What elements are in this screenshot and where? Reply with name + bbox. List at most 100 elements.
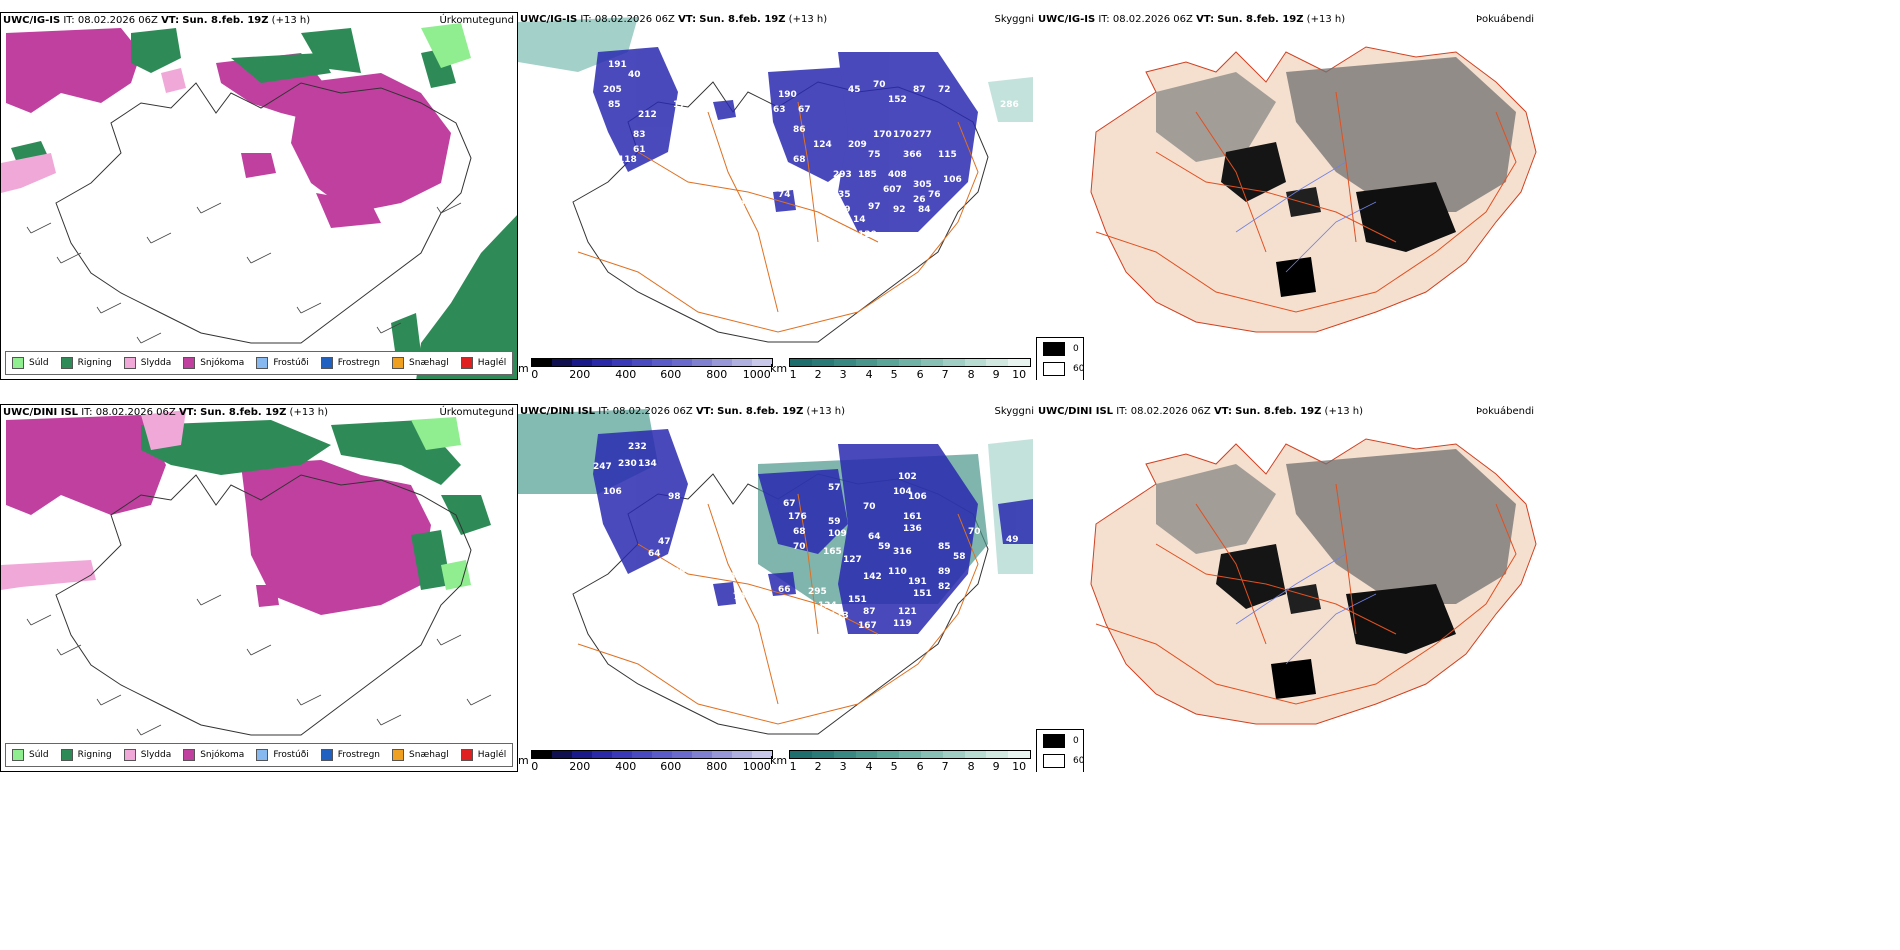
tick-label: 10 (1012, 760, 1027, 772)
road-network (1095, 91, 1517, 313)
legend-item: Snæhagl (392, 749, 449, 761)
legend-item: Frostregn (320, 357, 380, 369)
tick-label: 7 (941, 368, 949, 380)
panel-kind-title: Þokuábendi (1476, 14, 1535, 25)
cloudbase-label: 115 (938, 150, 957, 160)
color-cell (651, 751, 672, 758)
cloudbase-label: 106 (943, 175, 962, 185)
cloudbase-label: 89 (938, 567, 951, 577)
cloudbase-label: 64 (868, 532, 881, 542)
tick-label: 200 (569, 760, 591, 772)
tick-label: 0 (531, 368, 539, 380)
tick-label: 10 (1012, 368, 1027, 380)
color-cell (551, 359, 572, 366)
tick-label: 5 (890, 760, 898, 772)
cloudbase-label: 151 (913, 589, 932, 599)
color-cell (691, 751, 712, 758)
rivers (1235, 553, 1377, 665)
legend-swatch (183, 749, 196, 761)
cloudbase-label: 64 (648, 549, 661, 559)
cloudbase-label: 408 (888, 170, 907, 180)
cloudbase-panel-top: 191 205 85 212 83 61 118 17 190 67 86 68… (518, 12, 1036, 380)
cloudbase-label: 70 (968, 527, 981, 537)
cloudbase-label: 26 (913, 195, 926, 205)
visibility-colorbar: km 1 2 3 4 5 6 7 8 9 10 (770, 750, 1032, 772)
road-network (577, 101, 979, 333)
color-cell (920, 359, 943, 366)
legend-item: Súld (12, 357, 49, 369)
cloudbase-label: 230 (618, 459, 637, 469)
cloudbase-label: 106 (603, 487, 622, 497)
fog-legend-high-label: 0 (1073, 344, 1079, 354)
cloudbase-label: 70 (873, 80, 886, 90)
legend-swatch (12, 357, 24, 369)
color-cell (711, 751, 732, 758)
visibility-unit: km (770, 754, 788, 767)
fog-swatch-white (1043, 362, 1065, 376)
tick-label: 7 (941, 760, 949, 772)
cloudbase-label: 120 (858, 230, 877, 240)
color-cell (611, 359, 632, 366)
cloudbase-label: 82 (938, 582, 951, 592)
legend-swatch (392, 749, 405, 761)
model-name: UWC/DINI ISL (1038, 406, 1114, 417)
color-cell (571, 751, 592, 758)
precip-map-bottom (1, 410, 492, 736)
legend-swatch (256, 357, 269, 369)
panel-header: UWC/IG-IS IT: 08.02.2026 06Z VT: Sun. 8.… (1038, 14, 1345, 25)
tick-label: 1000 (742, 368, 771, 380)
legend-swatch (183, 357, 196, 369)
color-cell (631, 751, 652, 758)
lead-time: (+13 h) (289, 407, 328, 418)
legend-swatch (392, 357, 405, 369)
cloudbase-cells (530, 358, 773, 367)
cloudbase-label: 277 (913, 130, 932, 140)
it-label: IT: (598, 406, 610, 417)
legend-item: Snjókoma (183, 357, 244, 369)
sea-fog (988, 77, 1033, 122)
fog-swatch-black (1043, 734, 1065, 748)
tick-label: 8 (967, 760, 975, 772)
cloudbase-label: 68 (793, 155, 806, 165)
legend-item: Frostúði (256, 357, 309, 369)
color-cell (899, 359, 921, 366)
cloudbase-label: 134 (818, 601, 837, 611)
panel-header: UWC/IG-IS IT: 08.02.2026 06Z VT: Sun. 8.… (3, 15, 310, 26)
cloudbase-labels: 191 205 85 212 83 61 118 17 190 67 86 68… (603, 60, 1019, 240)
fog-legend-high: 0 (1043, 734, 1079, 748)
fog-legend-high-label: 0 (1073, 736, 1079, 746)
snow-areas (6, 28, 451, 228)
cloudbase-label: 62 (603, 582, 616, 592)
color-cell (651, 359, 672, 366)
fog-legend-low-label: 60 (1073, 756, 1085, 766)
cloudbase-label: 58 (953, 552, 966, 562)
cloudbase-label: 47 (658, 537, 671, 547)
visibility-unit: km (770, 362, 788, 375)
legend-item: Súld (12, 749, 49, 761)
color-cell (751, 751, 772, 758)
wind-barbs (26, 202, 462, 344)
cloudbase-label: 152 (888, 95, 907, 105)
tick-label: 5 (890, 368, 898, 380)
color-cell (591, 751, 612, 758)
cloudbase-label: 209 (848, 140, 867, 150)
wind-barbs (26, 594, 492, 736)
color-cell (531, 751, 552, 758)
cloudbase-label: 40 (628, 70, 641, 80)
legend-swatch (60, 357, 73, 369)
color-cell (899, 751, 921, 758)
it-value: 08.02.2026 06Z (1130, 406, 1211, 417)
vt-label: VT: (695, 406, 714, 417)
cloudbase-label: 92 (733, 200, 746, 210)
cloudbase-label: 85 (938, 542, 951, 552)
panel-kind-title: Skyggni (994, 14, 1034, 25)
tick-label: 800 (706, 760, 728, 772)
cloudbase-label: 142 (863, 572, 882, 582)
legend-swatch (460, 357, 473, 369)
visibility-ticks: 1 2 3 4 5 6 7 8 9 10 (789, 759, 1029, 772)
color-cell (1008, 359, 1031, 366)
it-value: 08.02.2026 06Z (1112, 14, 1193, 25)
color-cell (986, 359, 1009, 366)
fog-panel-bottom: UWC/DINI ISL IT: 08.02.2026 06Z VT: Sun.… (1036, 404, 1900, 772)
color-cell (751, 359, 772, 366)
